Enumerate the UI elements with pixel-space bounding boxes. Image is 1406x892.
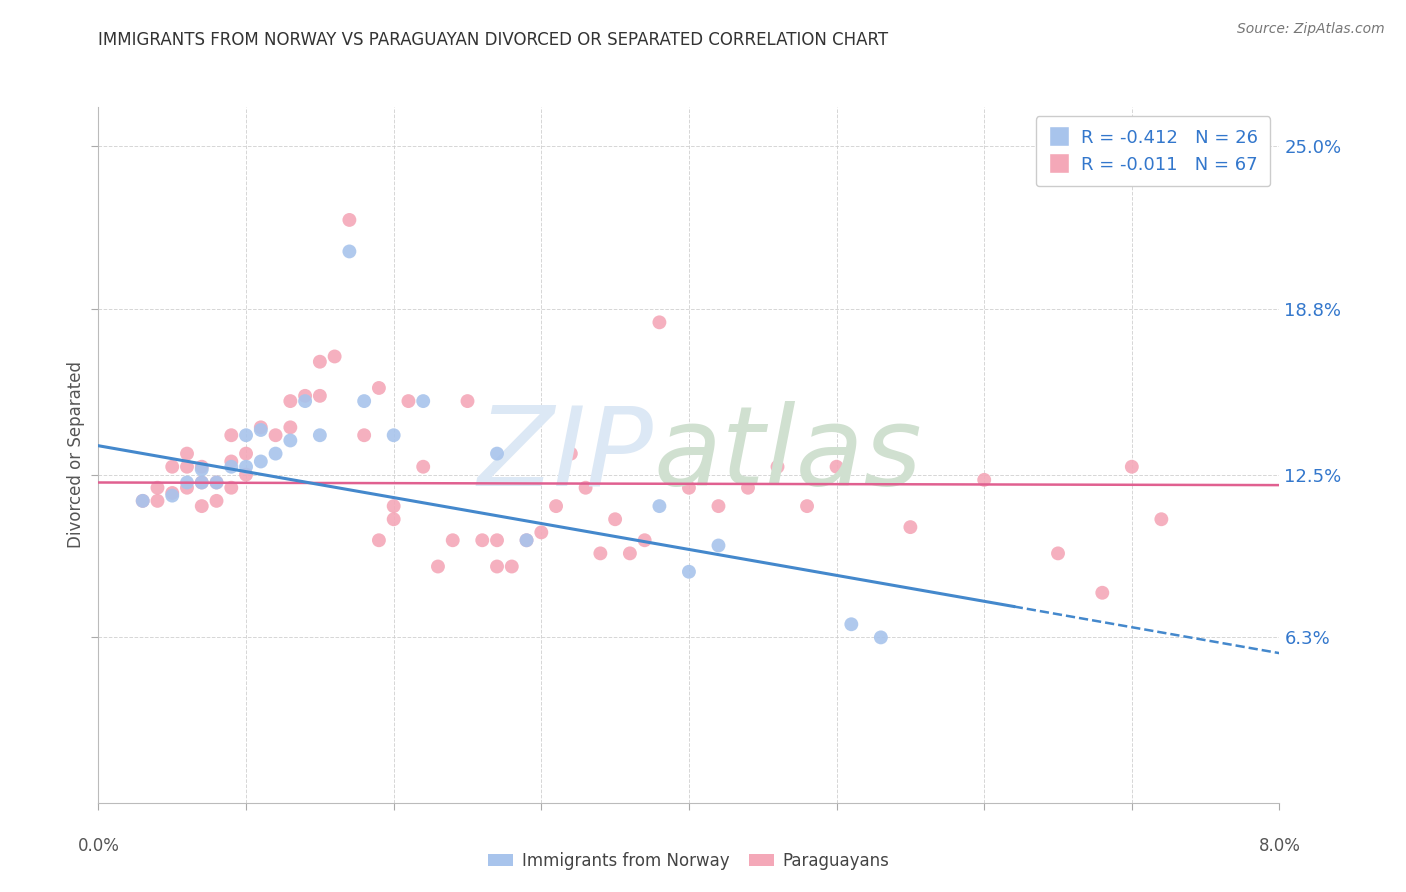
Point bbox=[1046, 546, 1069, 560]
Point bbox=[250, 423, 273, 437]
Point bbox=[264, 428, 287, 442]
Point bbox=[1121, 459, 1143, 474]
Point bbox=[412, 459, 434, 474]
Point bbox=[176, 481, 198, 495]
Point bbox=[308, 355, 332, 369]
Point bbox=[205, 475, 228, 490]
Point bbox=[367, 533, 389, 548]
Point bbox=[382, 512, 405, 526]
Point bbox=[278, 394, 302, 409]
Point bbox=[633, 533, 655, 548]
Point bbox=[869, 631, 891, 645]
Point bbox=[546, 499, 568, 513]
Text: atlas: atlas bbox=[654, 401, 922, 508]
Point bbox=[471, 533, 494, 548]
Point bbox=[619, 546, 641, 560]
Point bbox=[766, 459, 789, 474]
Point bbox=[219, 428, 242, 442]
Point bbox=[162, 459, 183, 474]
Text: IMMIGRANTS FROM NORWAY VS PARAGUAYAN DIVORCED OR SEPARATED CORRELATION CHART: IMMIGRANTS FROM NORWAY VS PARAGUAYAN DIV… bbox=[98, 31, 889, 49]
Point bbox=[146, 481, 169, 495]
Point bbox=[737, 481, 759, 495]
Legend: R = -0.412   N = 26, R = -0.011   N = 67: R = -0.412 N = 26, R = -0.011 N = 67 bbox=[1036, 116, 1271, 186]
Point bbox=[337, 213, 360, 227]
Point bbox=[235, 467, 257, 482]
Point bbox=[235, 447, 257, 461]
Point bbox=[191, 475, 214, 490]
Point bbox=[176, 459, 198, 474]
Text: 0.0%: 0.0% bbox=[77, 837, 120, 855]
Point bbox=[191, 499, 214, 513]
Point bbox=[235, 459, 257, 474]
Point bbox=[796, 499, 818, 513]
Point bbox=[441, 533, 464, 548]
Point bbox=[278, 420, 302, 434]
Point bbox=[707, 539, 730, 553]
Point bbox=[294, 389, 316, 403]
Point bbox=[839, 617, 862, 632]
Point bbox=[1150, 512, 1173, 526]
Point bbox=[900, 520, 922, 534]
Point bbox=[191, 475, 214, 490]
Point bbox=[176, 475, 198, 490]
Point bbox=[205, 494, 228, 508]
Point bbox=[382, 428, 405, 442]
Point bbox=[219, 481, 242, 495]
Point bbox=[219, 454, 242, 468]
Point bbox=[515, 533, 537, 548]
Point bbox=[560, 447, 582, 461]
Point bbox=[648, 315, 671, 329]
Point bbox=[501, 559, 523, 574]
Point bbox=[648, 499, 671, 513]
Point bbox=[485, 447, 508, 461]
Point bbox=[278, 434, 302, 448]
Point bbox=[456, 394, 478, 409]
Point bbox=[323, 350, 346, 364]
Point bbox=[382, 499, 405, 513]
Point bbox=[132, 494, 155, 508]
Y-axis label: Divorced or Separated: Divorced or Separated bbox=[66, 361, 84, 549]
Point bbox=[678, 565, 700, 579]
Point bbox=[589, 546, 612, 560]
Point bbox=[678, 481, 700, 495]
Point bbox=[264, 447, 287, 461]
Point bbox=[574, 481, 596, 495]
Point bbox=[308, 428, 332, 442]
Point bbox=[205, 475, 228, 490]
Point bbox=[605, 512, 627, 526]
Point bbox=[412, 394, 434, 409]
Text: 8.0%: 8.0% bbox=[1258, 837, 1301, 855]
Point bbox=[191, 462, 214, 476]
Text: Source: ZipAtlas.com: Source: ZipAtlas.com bbox=[1237, 22, 1385, 37]
Point bbox=[162, 489, 183, 503]
Point bbox=[219, 459, 242, 474]
Point bbox=[353, 428, 375, 442]
Point bbox=[176, 447, 198, 461]
Legend: Immigrants from Norway, Paraguayans: Immigrants from Norway, Paraguayans bbox=[482, 846, 896, 877]
Point bbox=[485, 559, 508, 574]
Point bbox=[485, 533, 508, 548]
Point bbox=[825, 459, 848, 474]
Point bbox=[337, 244, 360, 259]
Point bbox=[250, 454, 273, 468]
Point bbox=[707, 499, 730, 513]
Point bbox=[132, 494, 155, 508]
Point bbox=[353, 394, 375, 409]
Point bbox=[426, 559, 449, 574]
Point bbox=[308, 389, 332, 403]
Point bbox=[1091, 586, 1114, 600]
Point bbox=[367, 381, 389, 395]
Point bbox=[235, 428, 257, 442]
Point bbox=[146, 494, 169, 508]
Point bbox=[191, 459, 214, 474]
Point bbox=[294, 394, 316, 409]
Point bbox=[250, 420, 273, 434]
Point bbox=[396, 394, 419, 409]
Point bbox=[515, 533, 537, 548]
Text: ZIP: ZIP bbox=[478, 401, 654, 508]
Point bbox=[162, 486, 183, 500]
Point bbox=[973, 473, 995, 487]
Point bbox=[530, 525, 553, 540]
